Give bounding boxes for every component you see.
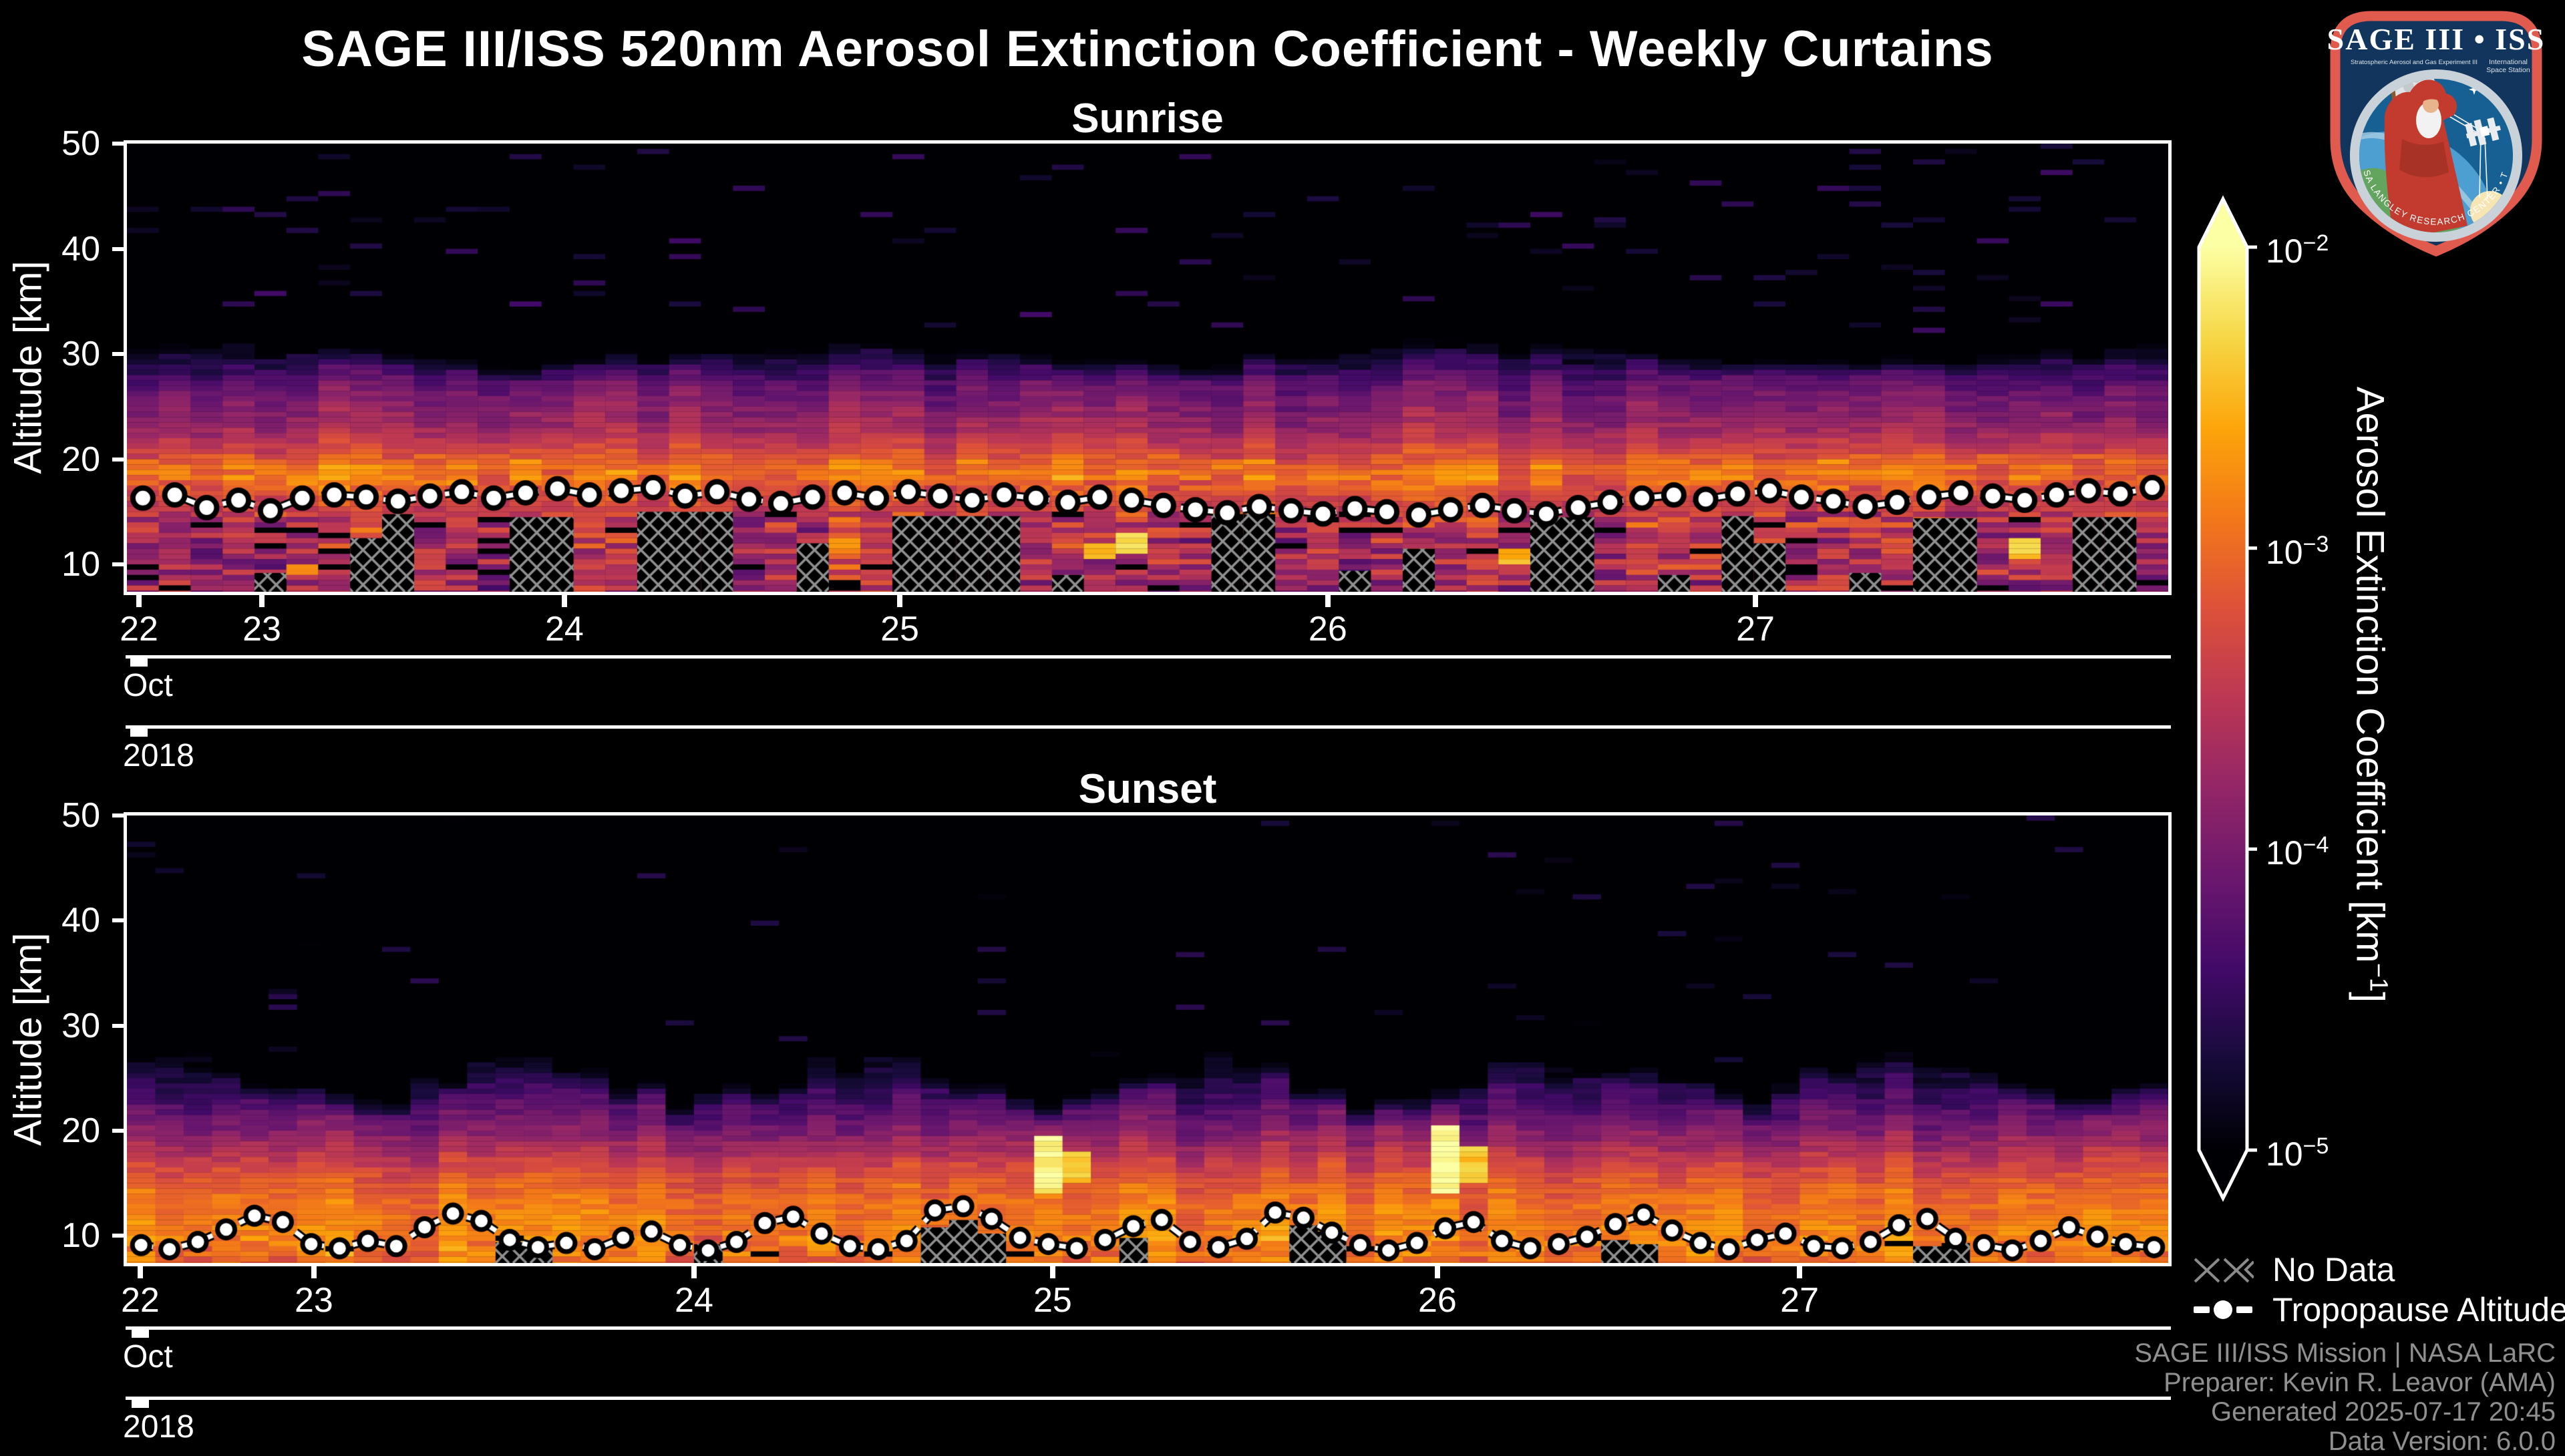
sunset-heatmap	[127, 815, 2168, 1263]
colorbar-tick-label: 10−5	[2266, 1133, 2329, 1173]
legend-label-tropopause: Tropopause Altitude	[2272, 1291, 2565, 1328]
y-tick-label: 30	[61, 335, 100, 374]
y-tick-mark	[112, 142, 126, 146]
x-tick-label: 24	[544, 610, 584, 649]
y-tick-mark	[112, 457, 126, 462]
credit-line: Generated 2025-07-17 20:45	[2211, 1397, 2556, 1427]
sunrise-plot-area	[124, 140, 2172, 595]
x-tick-label: 26	[1418, 1281, 1457, 1320]
y-tick-label: 50	[61, 796, 100, 835]
x-tick-mark	[691, 1266, 697, 1278]
x-tick-mark	[561, 595, 567, 607]
x-tick-label: 26	[1308, 610, 1347, 649]
x-tick-label: 24	[675, 1281, 713, 1320]
logo-wizard-robe-shadow	[2399, 139, 2449, 178]
logo-subtitle-left: Stratospheric Aerosol and Gas Experiment…	[2351, 59, 2477, 66]
y-tick-mark	[112, 1128, 126, 1133]
colorbar-gradient-bar	[2197, 195, 2249, 1202]
credit-line: Data Version: 6.0.0	[2328, 1427, 2556, 1456]
x-tick-mark	[1797, 1266, 1803, 1278]
y-tick-label: 40	[61, 901, 100, 940]
colorbar-tick-label: 10−4	[2266, 832, 2329, 872]
logo-iss	[2465, 117, 2501, 147]
y-tick-label: 40	[61, 229, 100, 268]
logo-wizard-face	[2423, 97, 2439, 113]
y-tick-mark	[112, 562, 126, 567]
month-axis-label: Oct	[123, 1339, 173, 1375]
tropopause-line-icon	[2194, 1300, 2252, 1319]
y-tick-label: 20	[61, 1111, 100, 1150]
x-tick-mark	[897, 595, 902, 607]
credit-line: SAGE III/ISS Mission | NASA LaRC	[2134, 1338, 2556, 1368]
y-tick-mark	[112, 1234, 126, 1238]
sunrise-heatmap	[127, 144, 2168, 592]
year-axis-label: 2018	[123, 738, 194, 773]
x-tick-label: 25	[880, 610, 919, 649]
x-tick-mark	[1325, 595, 1331, 607]
logo-title: SAGE III • ISS	[2327, 22, 2546, 56]
year-axis-tick	[131, 1400, 149, 1408]
x-tick-mark	[1434, 1266, 1440, 1278]
logo-subtitle-right-2: Space Station	[2486, 66, 2530, 74]
month-axis-label: Oct	[123, 668, 173, 703]
x-tick-mark	[136, 595, 142, 607]
panel-title-sunset: Sunset	[1078, 766, 1217, 812]
year-axis-line	[126, 725, 2171, 729]
logo-wizard-hood	[2415, 91, 2447, 106]
y-tick-label: 10	[61, 1216, 100, 1256]
x-tick-label: 23	[242, 610, 281, 649]
y-tick-label: 20	[61, 439, 100, 479]
panel-title-sunrise: Sunrise	[1071, 96, 1224, 142]
x-tick-label: 22	[120, 610, 158, 649]
year-axis-line	[126, 1397, 2171, 1400]
x-tick-mark	[1753, 595, 1759, 607]
x-tick-mark	[311, 1266, 317, 1278]
legend-item-no-data: No Data	[2192, 1250, 2395, 1289]
credits-block: SAGE III/ISS Mission | NASA LaRC Preparer…	[2134, 1338, 2556, 1456]
y-tick-mark	[112, 352, 126, 357]
y-tick-mark	[112, 813, 126, 817]
x-tick-mark	[1049, 1266, 1055, 1278]
x-tick-mark	[137, 1266, 143, 1278]
sunset-plot-area	[124, 812, 2172, 1266]
x-tick-label: 25	[1033, 1281, 1072, 1320]
y-tick-mark	[112, 246, 126, 251]
legend-item-tropopause: Tropopause Altitude	[2192, 1290, 2565, 1329]
colorbar	[2197, 195, 2257, 1202]
month-axis-tick	[130, 659, 148, 667]
colorbar-tick-label: 10−2	[2266, 230, 2329, 270]
y-tick-label: 30	[61, 1006, 100, 1045]
x-tick-label: 23	[295, 1281, 333, 1320]
x-tick-mark	[259, 595, 265, 607]
no-data-hatch-icon	[2192, 1255, 2254, 1284]
x-tick-label: 27	[1736, 610, 1775, 649]
y-tick-mark	[112, 918, 126, 923]
credit-line: Preparer: Kevin R. Leavor (AMA)	[2164, 1368, 2556, 1397]
sage-iss-mission-logo: SAGE III • ISS Stratospheric Aerosol and…	[2315, 5, 2546, 257]
month-axis-line	[126, 655, 2171, 659]
year-axis-tick	[130, 729, 148, 737]
y-tick-label: 10	[61, 545, 100, 584]
colorbar-tick-marks	[2247, 245, 2257, 1152]
month-axis-tick	[131, 1330, 149, 1338]
y-tick-mark	[112, 1023, 126, 1028]
legend-label-no-data: No Data	[2272, 1251, 2395, 1288]
colorbar-tick-label: 10−3	[2266, 531, 2329, 571]
x-tick-label: 22	[120, 1281, 160, 1320]
colorbar-axis-label: Aerosol Extinction Coefficient [km−1]	[2348, 386, 2393, 1003]
x-tick-label: 27	[1780, 1281, 1819, 1320]
year-axis-label: 2018	[123, 1409, 194, 1445]
month-axis-line	[126, 1326, 2171, 1330]
page-title: SAGE III/ISS 520nm Aerosol Extinction Co…	[301, 21, 1994, 77]
y-tick-label: 50	[61, 124, 100, 163]
logo-subtitle-right-1: International	[2489, 58, 2528, 66]
